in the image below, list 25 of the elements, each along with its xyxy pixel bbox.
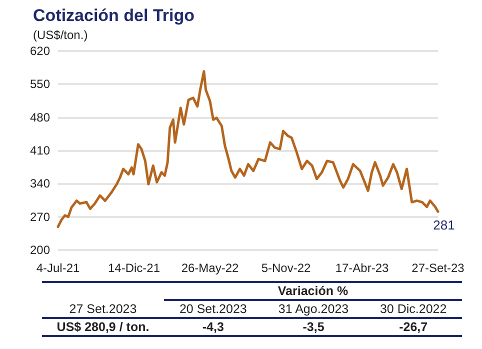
text: -26,7 bbox=[398, 319, 429, 336]
x-tick-label: 5-Nov-22 bbox=[261, 261, 311, 275]
y-tick-label: 620 bbox=[30, 44, 50, 58]
text: 30 Dic.2022 bbox=[378, 301, 448, 318]
y-tick-label: 480 bbox=[30, 110, 50, 124]
text: 20 Set.2023 bbox=[178, 301, 248, 318]
x-tick-label: 27-Set-23 bbox=[412, 261, 465, 275]
y-tick-label: 550 bbox=[30, 77, 50, 92]
text: Variación % bbox=[164, 282, 462, 300]
x-tick-label: 26-May-22 bbox=[181, 261, 240, 275]
x-tick-label: 4-Jul-21 bbox=[36, 261, 80, 275]
x-tick-label: 17-Abr-23 bbox=[335, 261, 389, 275]
text: 27 Set.2023 bbox=[68, 300, 138, 318]
y-axis-title: (US$/ton.) bbox=[33, 28, 88, 42]
text: 31 Ago.2023 bbox=[277, 301, 350, 318]
chart-title: Cotización del Trigo bbox=[33, 6, 195, 25]
data-label: 281 bbox=[433, 218, 455, 233]
y-tick-label: 270 bbox=[30, 210, 50, 224]
y-tick-label: 200 bbox=[30, 243, 50, 257]
text: US$ 280,9 / ton. bbox=[56, 319, 150, 336]
x-tick-label: 14-Dic-21 bbox=[108, 261, 160, 275]
y-tick-label: 340 bbox=[30, 176, 50, 191]
text: -3,5 bbox=[302, 319, 326, 336]
text: -4,3 bbox=[201, 319, 225, 336]
y-tick-label: 410 bbox=[30, 144, 50, 158]
